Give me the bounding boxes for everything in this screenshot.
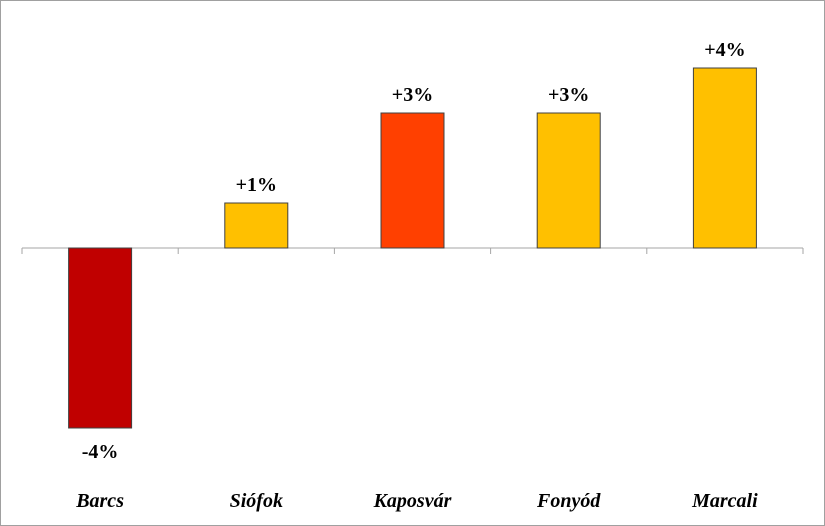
bar-barcs	[68, 247, 133, 429]
bar-marcali	[692, 67, 757, 249]
category-label-fonyod: Fonyód	[536, 490, 601, 512]
bar-fonyod	[536, 112, 601, 249]
category-label-kaposvar: Kaposvár	[373, 490, 452, 512]
category-label-marcali: Marcali	[691, 490, 758, 512]
labels-layer: -4% Barcs +1% Siófok +3% Kaposvár +3% Fonyód +4%…	[75, 39, 758, 512]
data-label-kaposvar: +3%	[392, 84, 433, 106]
category-label-siofok: Siófok	[230, 490, 283, 512]
data-label-marcali: +4%	[704, 39, 745, 61]
category-label-barcs: Barcs	[75, 490, 124, 512]
data-label-fonyod: +3%	[548, 84, 589, 106]
bar-siofok	[224, 202, 289, 249]
data-label-barcs: -4%	[82, 441, 119, 463]
bars-layer	[68, 67, 757, 429]
data-label-siofok: +1%	[236, 174, 277, 196]
bar-kaposvar	[380, 112, 445, 249]
